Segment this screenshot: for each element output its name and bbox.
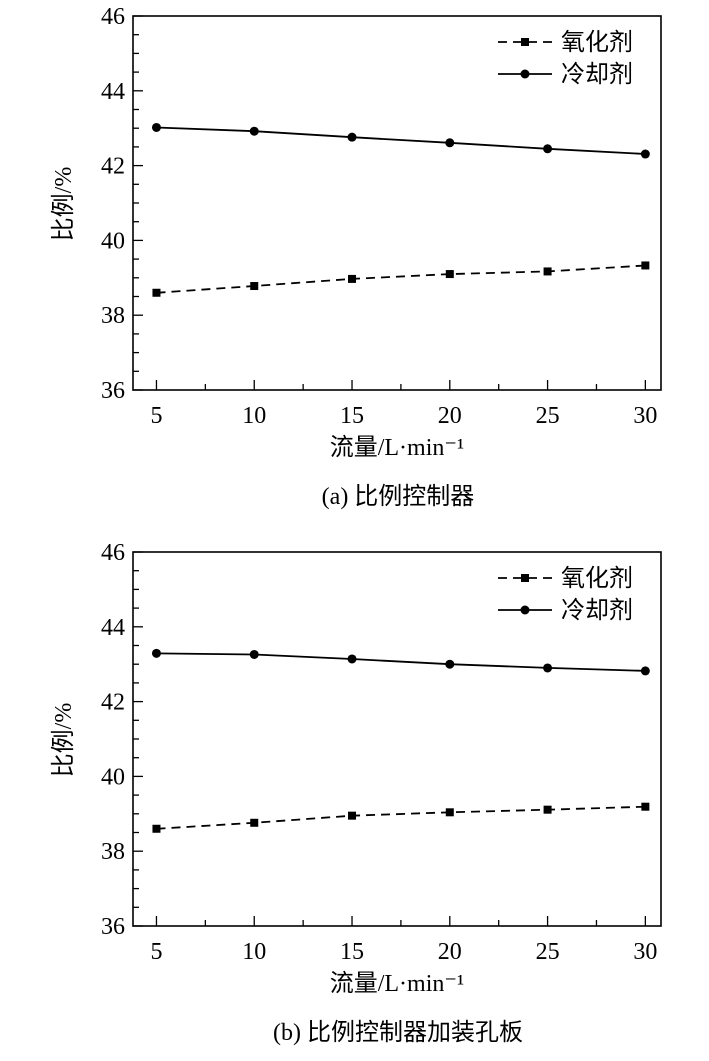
x-tick-label: 10 xyxy=(242,939,266,965)
legend-label-1: 冷却剂 xyxy=(561,597,633,624)
legend-marker-0 xyxy=(521,38,529,46)
x-tick-label: 20 xyxy=(438,403,462,429)
chart-caption: (b) 比例控制器加装孔板 xyxy=(273,1019,523,1046)
series-0-point xyxy=(152,288,161,297)
y-tick-label: 46 xyxy=(101,540,125,566)
series-1-point xyxy=(640,666,650,676)
series-0-point xyxy=(348,274,357,283)
series-0-point xyxy=(543,267,552,276)
y-tick-label: 42 xyxy=(101,690,125,716)
series-0-point xyxy=(445,270,454,279)
chart-panel-a: 5 10 15 20 25 30 36 38 40 42 44 46 流量/L·min⁻¹ 比例/% 氧化剂… xyxy=(0,0,709,525)
y-tick-label: 40 xyxy=(101,228,125,254)
series-1-point xyxy=(249,126,259,136)
series-0-line xyxy=(156,264,646,294)
series-1-point xyxy=(151,122,161,132)
chart-a: 5 10 15 20 25 30 36 38 40 42 44 46 流量/L·min⁻¹ 比例/% 氧化剂… xyxy=(50,4,662,510)
x-tick-label: 25 xyxy=(536,939,560,965)
y-tick-label: 36 xyxy=(101,378,125,404)
series-1-line xyxy=(156,652,646,672)
x-tick-label: 5 xyxy=(150,403,162,429)
series-1-point xyxy=(151,648,161,658)
series-0-point xyxy=(348,811,357,820)
y-tick-label: 38 xyxy=(101,839,125,865)
legend-label-1: 冷却剂 xyxy=(561,61,633,88)
y-axis-title: 比例/% xyxy=(50,703,77,778)
x-axis-title: 流量/L·min⁻¹ xyxy=(330,970,465,997)
series-1-point xyxy=(640,149,650,159)
x-tick-label: 10 xyxy=(242,403,266,429)
series-1-point xyxy=(543,144,553,154)
series-1-point xyxy=(347,132,357,142)
series-0-point xyxy=(641,802,650,811)
legend-marker-0 xyxy=(521,574,529,582)
y-tick-label: 44 xyxy=(101,615,125,641)
chart-b: 5 10 15 20 25 30 36 38 40 42 44 46 流量/L·min⁻¹ 比例/% 氧化剂… xyxy=(50,540,662,1046)
y-tick-label: 44 xyxy=(101,79,125,105)
chart-panel-b: 5 10 15 20 25 30 36 38 40 42 44 46 流量/L·min⁻¹ 比例/% 氧化剂… xyxy=(0,536,709,1061)
series-1-point xyxy=(543,663,553,673)
x-tick-label: 25 xyxy=(536,403,560,429)
series-0-line xyxy=(156,805,646,830)
y-tick-label: 38 xyxy=(101,303,125,329)
legend-label-0: 氧化剂 xyxy=(561,29,633,56)
y-tick-label: 42 xyxy=(101,154,125,180)
series-1-point xyxy=(347,654,357,664)
y-tick-label: 46 xyxy=(101,4,125,30)
x-tick-label: 15 xyxy=(340,403,364,429)
series-0-point xyxy=(152,824,161,833)
x-axis-title: 流量/L·min⁻¹ xyxy=(330,434,465,461)
y-axis-title: 比例/% xyxy=(50,167,77,242)
y-tick-label: 36 xyxy=(101,914,125,940)
legend-marker-1 xyxy=(520,69,530,79)
x-tick-label: 5 xyxy=(150,939,162,965)
series-1-line xyxy=(156,126,646,155)
series-1-point xyxy=(445,138,455,148)
chart-caption: (a) 比例控制器 xyxy=(322,483,475,510)
legend-marker-1 xyxy=(520,605,530,615)
series-0-point xyxy=(543,805,552,814)
x-tick-label: 30 xyxy=(633,403,657,429)
x-tick-label: 30 xyxy=(633,939,657,965)
x-tick-label: 20 xyxy=(438,939,462,965)
series-1-point xyxy=(249,649,259,659)
y-tick-label: 40 xyxy=(101,764,125,790)
series-1-point xyxy=(445,659,455,669)
series-0-point xyxy=(250,282,259,291)
series-0-point xyxy=(445,808,454,817)
x-tick-label: 15 xyxy=(340,939,364,965)
series-0-point xyxy=(250,818,259,827)
legend-label-0: 氧化剂 xyxy=(561,565,633,592)
series-0-point xyxy=(641,261,650,270)
